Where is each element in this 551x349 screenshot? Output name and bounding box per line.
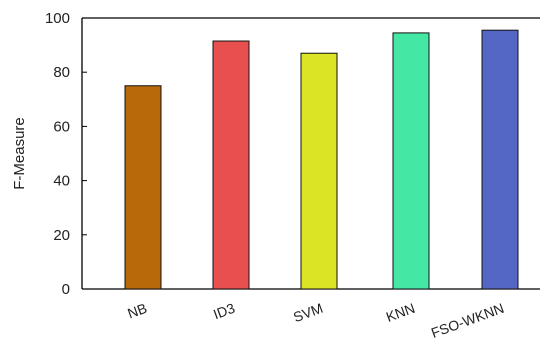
bar-fso-wknn: [481, 29, 519, 290]
x-tick-label: NB: [125, 300, 149, 322]
y-tick-label: 100: [45, 10, 70, 27]
x-axis-ticks: NB ID3 SVM KNN FSO-WKNN: [125, 300, 506, 341]
bars: [124, 29, 519, 290]
x-tick-label: KNN: [384, 300, 417, 325]
y-tick-label: 60: [53, 118, 70, 135]
bar-svm: [300, 52, 338, 290]
x-tick-label: FSO-WKNN: [429, 300, 506, 341]
bar-id3: [212, 40, 250, 290]
x-tick-label: ID3: [211, 300, 237, 323]
y-axis-ticks: 0 20 40 60 80 100: [45, 10, 87, 298]
y-tick-label: 80: [53, 64, 70, 81]
y-tick-label: 20: [53, 227, 70, 244]
y-tick-label: 0: [62, 281, 70, 298]
bar-knn: [392, 32, 430, 290]
y-axis-label: F-Measure: [11, 117, 28, 190]
bar-nb: [124, 85, 162, 290]
y-tick-label: 40: [53, 173, 70, 190]
x-tick-label: SVM: [291, 300, 325, 325]
